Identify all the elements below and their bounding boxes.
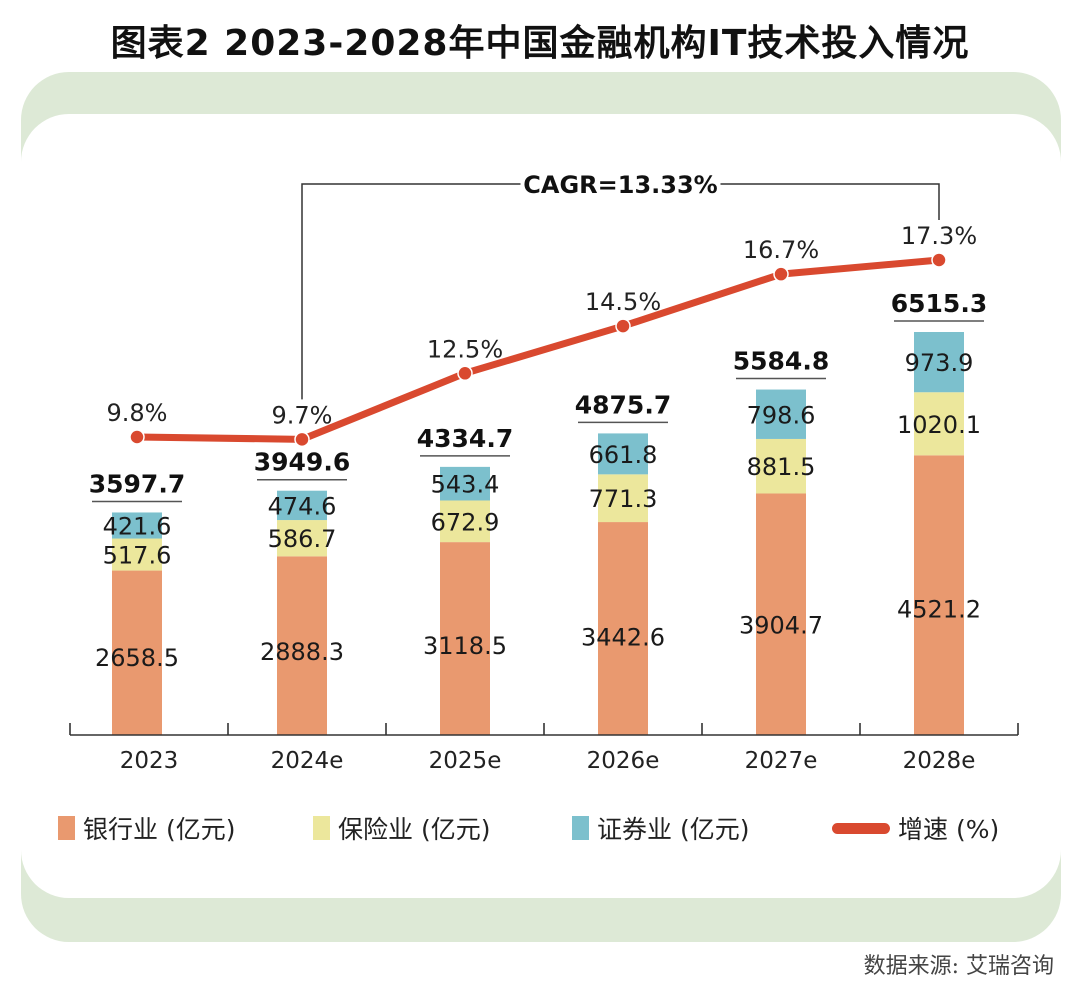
cagr-bracket-right (720, 183, 940, 220)
bar-segment-securities (112, 512, 162, 539)
growth-label: 9.8% (107, 399, 168, 427)
segment-label-securities: 543.4 (431, 471, 500, 499)
growth-label: 12.5% (427, 335, 503, 363)
segment-label-bank: 3904.7 (739, 612, 823, 640)
bar-segment-insurance (598, 474, 648, 523)
legend-item-insurance: 保险业 (亿元) (313, 808, 490, 848)
cagr-annotation: CAGR=13.33% (523, 171, 717, 199)
segment-label-bank: 2888.3 (260, 638, 344, 666)
total-label: 4875.7 (575, 390, 671, 419)
bar-segment-securities (277, 490, 327, 521)
bar-segment-bank (440, 542, 490, 735)
segment-label-securities: 973.9 (905, 349, 974, 377)
growth-label: 14.5% (585, 288, 661, 316)
segment-label-securities: 661.8 (589, 441, 658, 469)
legend-line-growth (832, 822, 890, 834)
segment-label-insurance: 1020.1 (897, 411, 981, 439)
segment-label-bank: 4521.2 (897, 596, 981, 624)
segment-label-bank: 3442.6 (581, 624, 665, 652)
growth-point (457, 365, 473, 382)
chart-panel (21, 114, 1061, 898)
bar-segment-insurance (440, 500, 490, 543)
x-tick-label: 2025e (429, 748, 502, 774)
legend-swatch-bank (58, 816, 75, 840)
segment-label-insurance: 517.6 (103, 542, 172, 570)
legend-swatch-securities (572, 816, 589, 840)
bar-segment-bank (756, 493, 806, 735)
total-label: 5584.8 (733, 347, 829, 376)
growth-point (129, 429, 145, 445)
bar-segment-insurance (914, 392, 964, 456)
segment-label-insurance: 672.9 (431, 508, 500, 536)
growth-point (773, 266, 789, 282)
total-label: 4334.7 (417, 424, 513, 453)
bar-segment-securities (914, 332, 964, 393)
x-tick-label: 2027e (745, 748, 818, 774)
segment-label-insurance: 586.7 (268, 525, 337, 553)
legend-item-securities: 证券业 (亿元) (572, 808, 749, 848)
segment-label-insurance: 771.3 (589, 485, 658, 513)
x-tick-label: 2028e (903, 748, 976, 774)
growth-label: 16.7% (743, 236, 819, 264)
segment-label-securities: 798.6 (747, 401, 816, 429)
bar-segment-bank (112, 570, 162, 735)
segment-label-securities: 421.6 (103, 513, 172, 541)
data-source-note: 数据来源: 艾瑞咨询 (863, 954, 1054, 979)
total-label: 3949.6 (254, 448, 350, 477)
growth-label: 17.3% (901, 222, 977, 250)
bar-segment-securities (598, 433, 648, 475)
legend-label-bank: 银行业 (亿元) (83, 815, 236, 844)
segment-label-insurance: 881.5 (747, 453, 816, 481)
growth-point (615, 318, 631, 334)
growth-line (133, 256, 943, 443)
total-label: 3597.7 (89, 469, 185, 498)
bar-segment-insurance (756, 438, 806, 494)
growth-point (294, 431, 310, 448)
legend-item-bank: 银行业 (亿元) (58, 808, 235, 848)
segment-label-bank: 3118.5 (423, 632, 507, 660)
legend-label-insurance: 保险业 (亿元) (338, 815, 491, 844)
segment-label-bank: 2658.5 (95, 644, 179, 672)
bar-segment-insurance (112, 538, 162, 571)
growth-point (931, 252, 947, 268)
bar-segment-insurance (277, 520, 327, 557)
legend-label-growth: 增速 (%) (898, 815, 1000, 844)
cagr-bracket-left (301, 183, 521, 400)
chart-title: 图表2 2023-2028年中国金融机构IT技术投入情况 (110, 23, 970, 64)
x-tick-label: 2023 (120, 748, 179, 774)
bar-segment-bank (277, 556, 327, 735)
bar-segment-securities (440, 466, 490, 501)
legend-swatch-insurance (313, 816, 330, 840)
bar-segment-bank (914, 455, 964, 735)
legend: 银行业 (亿元) 保险业 (亿元) 证券业 (亿元) 增速 (%) (0, 808, 1080, 848)
x-tick-label: 2026e (587, 748, 660, 774)
bar-segment-securities (756, 389, 806, 439)
bar-segment-bank (598, 522, 648, 735)
total-label: 6515.3 (891, 289, 987, 318)
legend-label-securities: 证券业 (亿元) (597, 815, 750, 844)
x-tick-label: 2024e (271, 748, 344, 774)
segment-label-securities: 474.6 (268, 492, 337, 520)
legend-item-growth: 增速 (%) (832, 808, 999, 848)
growth-label: 9.7% (272, 401, 333, 429)
